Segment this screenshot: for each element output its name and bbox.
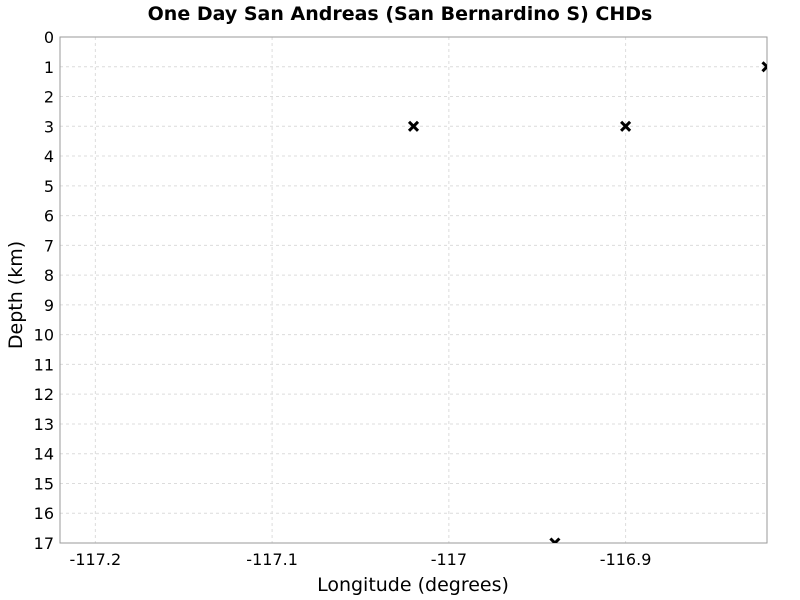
plot-area-frame xyxy=(59,36,768,544)
grid-lines xyxy=(60,37,767,543)
x-axis-ticks: -117.2 -117.1 -117 -116.9 xyxy=(70,550,652,569)
x-tick-label: -117.1 xyxy=(246,550,298,569)
y-tick-label: 17 xyxy=(34,534,54,553)
data-point-x-marker xyxy=(407,120,420,132)
y-tick-label: 7 xyxy=(44,236,54,255)
x-axis-label: Longitude (degrees) xyxy=(317,574,509,596)
data-points xyxy=(407,61,767,543)
data-point-x-marker xyxy=(620,120,632,132)
y-tick-label: 14 xyxy=(34,445,54,464)
y-tick-label: 12 xyxy=(34,385,54,404)
y-tick-label: 0 xyxy=(44,28,54,47)
y-axis-label: Depth (km) xyxy=(5,241,27,349)
x-tick-label: -117 xyxy=(431,550,467,569)
y-tick-label: 16 xyxy=(34,504,54,523)
y-tick-label: 13 xyxy=(34,415,54,434)
y-tick-label: 2 xyxy=(44,88,54,107)
y-tick-label: 4 xyxy=(44,147,54,166)
y-tick-label: 6 xyxy=(44,207,54,226)
data-point-x-marker xyxy=(549,537,561,543)
y-tick-label: 5 xyxy=(44,177,54,196)
y-tick-label: 3 xyxy=(44,117,54,136)
chart-title: One Day San Andreas (San Bernardino S) C… xyxy=(148,3,653,25)
y-tick-label: 8 xyxy=(44,266,54,285)
y-tick-label: 11 xyxy=(34,355,54,374)
y-tick-label: 1 xyxy=(44,58,54,77)
y-tick-label: 15 xyxy=(34,474,54,493)
y-tick-label: 10 xyxy=(34,326,54,345)
data-point-x-marker xyxy=(761,61,767,73)
x-tick-label: -117.2 xyxy=(70,550,122,569)
y-tick-label: 9 xyxy=(44,296,54,315)
x-tick-label: -116.9 xyxy=(600,550,652,569)
